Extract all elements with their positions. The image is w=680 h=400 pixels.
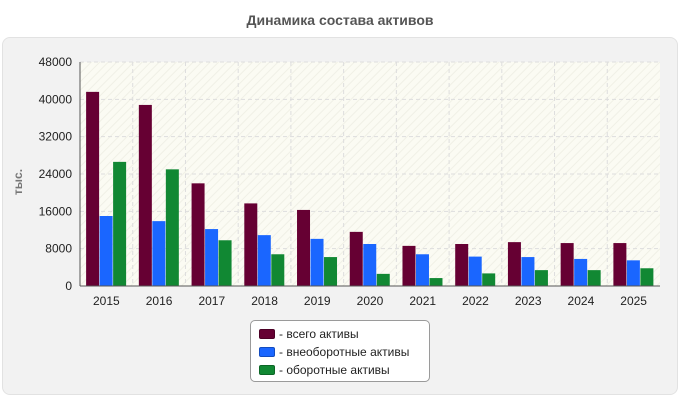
bar-2019-s0	[297, 209, 311, 286]
axes: 0 8000 16000 24000 32000 40000 48000 2015 2016 20…	[39, 55, 660, 308]
bar-2022-s1	[468, 256, 482, 286]
x-tick-label: 2017	[198, 294, 225, 308]
legend-label-current: - оборотные активы	[279, 363, 390, 377]
bar-2021-s0	[402, 245, 416, 286]
bar-2023-s0	[507, 242, 521, 286]
legend-swatch-total	[259, 329, 275, 339]
bar-2025-s2	[640, 268, 654, 286]
y-tick-label: 8000	[45, 242, 72, 256]
x-tick-label: 2021	[409, 294, 436, 308]
bar-2016-s1	[152, 221, 166, 286]
bar-2021-s1	[415, 254, 429, 286]
bar-2023-s1	[521, 257, 535, 286]
bar-2020-s0	[349, 231, 363, 286]
bar-2018-s1	[257, 235, 271, 286]
legend: - всего активы - внеоборотные активы - о…	[250, 320, 430, 382]
bar-2023-s2	[534, 270, 548, 286]
bar-2025-s1	[626, 260, 640, 286]
chart-title: Динамика состава активов	[246, 12, 434, 28]
x-tick-label: 2022	[462, 294, 489, 308]
y-tick-label: 0	[65, 279, 72, 293]
bar-2021-s2	[429, 278, 443, 286]
x-tick-label: 2019	[304, 294, 331, 308]
grid-lines	[80, 61, 660, 286]
y-tick-label: 32000	[39, 130, 73, 144]
bar-2020-s1	[363, 244, 377, 286]
y-tick-label: 16000	[39, 204, 73, 218]
bar-2019-s1	[310, 238, 324, 286]
bar-2015-s2	[113, 161, 127, 286]
legend-label-total: - всего активы	[279, 327, 359, 341]
x-tick-label: 2016	[146, 294, 173, 308]
y-tick-label: 24000	[39, 167, 73, 181]
legend-swatch-noncurrent	[259, 347, 275, 357]
x-tick-label: 2024	[568, 294, 595, 308]
bar-2019-s2	[324, 257, 338, 286]
bar-2018-s0	[244, 203, 258, 286]
bar-2024-s0	[560, 243, 574, 286]
bar-2017-s0	[191, 183, 205, 286]
bar-2018-s2	[271, 254, 285, 286]
bar-2017-s2	[218, 240, 232, 286]
x-tick-label: 2018	[251, 294, 278, 308]
legend-item-total: - всего активы	[259, 325, 429, 343]
bar-2016-s0	[138, 104, 152, 286]
bar-2020-s2	[376, 273, 390, 286]
y-tick-label: 48000	[39, 55, 73, 69]
bar-2022-s2	[482, 273, 496, 286]
legend-item-noncurrent: - внеоборотные активы	[259, 343, 429, 361]
bar-2015-s1	[99, 216, 113, 286]
y-tick-label: 40000	[39, 92, 73, 106]
bar-2025-s0	[613, 243, 627, 286]
x-tick-label: 2023	[515, 294, 542, 308]
legend-swatch-current	[259, 365, 275, 375]
bar-2016-s2	[165, 169, 179, 286]
legend-item-current: - оборотные активы	[259, 361, 429, 379]
x-tick-label: 2025	[620, 294, 647, 308]
legend-label-noncurrent: - внеоборотные активы	[279, 345, 410, 359]
bar-2024-s1	[574, 258, 588, 286]
x-tick-label: 2020	[357, 294, 384, 308]
x-tick-label: 2015	[93, 294, 120, 308]
y-axis-label: тыс.	[11, 168, 25, 196]
bar-2024-s2	[587, 270, 601, 286]
bars	[86, 91, 654, 286]
bar-2017-s1	[205, 229, 219, 286]
bar-2022-s0	[455, 244, 469, 286]
bar-2015-s0	[86, 91, 100, 286]
